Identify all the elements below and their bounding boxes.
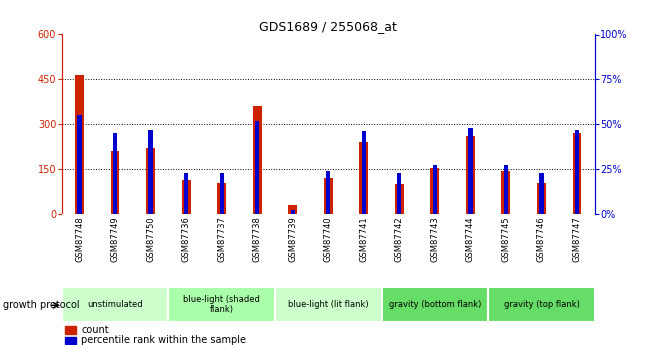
- Bar: [537, 183, 546, 214]
- Text: GSM87739: GSM87739: [288, 216, 297, 262]
- Bar: [75, 75, 84, 214]
- Bar: [395, 184, 404, 214]
- Text: GSM87741: GSM87741: [359, 216, 369, 262]
- Bar: [291, 210, 295, 214]
- Text: GSM87750: GSM87750: [146, 216, 155, 262]
- Bar: [540, 172, 543, 214]
- Bar: [77, 115, 82, 214]
- Text: percentile rank within the sample: percentile rank within the sample: [81, 335, 246, 345]
- Bar: [275, 287, 382, 322]
- Text: GSM87737: GSM87737: [217, 216, 226, 262]
- Bar: [575, 130, 579, 214]
- Bar: [146, 148, 155, 214]
- Text: GSM87738: GSM87738: [253, 216, 262, 262]
- Bar: [168, 287, 275, 322]
- Bar: [504, 166, 508, 214]
- Text: GSM87748: GSM87748: [75, 216, 84, 262]
- Bar: [184, 172, 188, 214]
- Text: count: count: [81, 325, 109, 335]
- Bar: [361, 131, 366, 214]
- Bar: [326, 171, 330, 214]
- Text: GSM87736: GSM87736: [181, 216, 190, 262]
- Bar: [382, 287, 488, 322]
- Bar: [148, 130, 153, 214]
- Bar: [430, 168, 439, 214]
- Bar: [217, 183, 226, 214]
- Bar: [324, 178, 333, 214]
- Bar: [288, 205, 297, 214]
- Title: GDS1689 / 255068_at: GDS1689 / 255068_at: [259, 20, 397, 33]
- Text: blue-light (lit flank): blue-light (lit flank): [288, 300, 369, 309]
- Bar: [573, 133, 581, 214]
- Text: GSM87746: GSM87746: [537, 216, 546, 262]
- Bar: [65, 337, 76, 344]
- Bar: [468, 128, 473, 214]
- Text: GSM87742: GSM87742: [395, 216, 404, 262]
- Bar: [255, 121, 259, 214]
- Text: GSM87747: GSM87747: [573, 216, 582, 262]
- Bar: [466, 136, 474, 214]
- Bar: [433, 166, 437, 214]
- Bar: [111, 151, 120, 214]
- Text: GSM87744: GSM87744: [466, 216, 475, 262]
- Bar: [113, 133, 117, 214]
- Bar: [488, 287, 595, 322]
- Bar: [359, 142, 368, 214]
- Text: gravity (bottom flank): gravity (bottom flank): [389, 300, 481, 309]
- Text: GSM87745: GSM87745: [501, 216, 510, 262]
- Bar: [397, 172, 402, 214]
- Text: blue-light (shaded
flank): blue-light (shaded flank): [183, 295, 260, 314]
- Bar: [65, 326, 76, 334]
- Bar: [62, 287, 168, 322]
- Bar: [502, 170, 510, 214]
- Text: gravity (top flank): gravity (top flank): [504, 300, 579, 309]
- Text: GSM87740: GSM87740: [324, 216, 333, 262]
- Text: GSM87743: GSM87743: [430, 216, 439, 262]
- Text: growth protocol: growth protocol: [3, 300, 80, 310]
- Text: GSM87749: GSM87749: [111, 216, 120, 262]
- Bar: [253, 106, 261, 214]
- Text: unstimulated: unstimulated: [87, 300, 143, 309]
- Bar: [220, 172, 224, 214]
- Bar: [182, 179, 190, 214]
